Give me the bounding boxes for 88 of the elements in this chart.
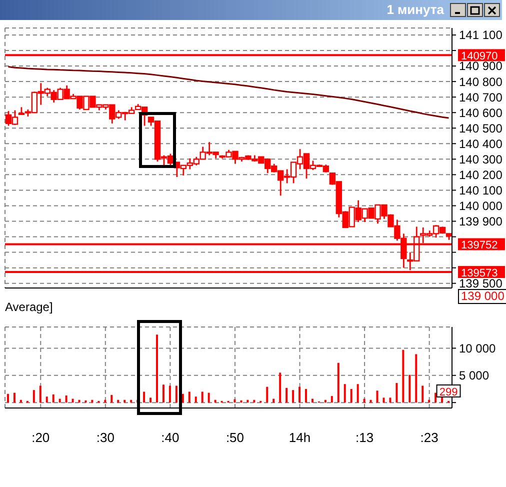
bar [246,400,249,403]
bar [396,382,398,403]
bar [344,384,346,403]
bar [350,388,352,403]
text: 139 000 [461,289,504,303]
bar [428,400,430,403]
bar [286,388,288,403]
ref-line-label: 139752 [461,240,498,252]
bar [240,400,242,403]
y-tick-label: 139 500 [459,276,503,291]
y-tick-label: 140 000 [459,198,503,213]
chart-title: 1 минута [386,2,444,17]
y-tick-label: 139 900 [459,214,503,228]
bar [272,398,275,403]
bar [389,398,392,403]
bar [376,390,378,403]
bar [143,392,146,403]
bar [330,396,333,403]
bar [162,384,164,403]
bar [208,392,210,403]
y-tick-label: 140 500 [459,121,503,136]
bar [279,372,282,403]
y-tick-label: 140 400 [459,136,503,151]
bar [20,400,22,403]
y-tick-label: 10 000 [459,341,496,356]
bar [422,386,424,403]
bar [298,386,301,403]
y-tick-label: 5 000 [459,368,490,383]
bar [182,394,184,403]
bar [402,350,404,403]
bar [370,400,372,403]
bar [156,334,158,403]
x-tick-label: :23 [420,430,438,445]
bar [58,398,61,403]
bar [110,394,113,403]
y-tick-label: 140 200 [459,168,503,182]
bar [434,392,437,403]
bar [124,400,126,403]
y-tick-label: 140 300 [459,152,503,166]
x-tick-label: :13 [356,430,374,445]
y-tick-label: 141 100 [459,28,503,42]
bar [324,400,326,403]
bar [13,392,16,403]
x-tick-label: :30 [96,430,114,445]
bar [104,400,106,403]
bar [194,396,197,403]
bar [415,354,418,403]
y-tick-label: 140 800 [459,74,503,89]
line-series [7,66,450,119]
bar [65,395,68,403]
x-tick-label: :20 [32,430,50,445]
bar [382,398,385,403]
bar [292,390,294,403]
bar [175,386,178,403]
bar [311,398,314,403]
bar [7,394,9,403]
bar [337,362,340,403]
bar [408,374,411,403]
bar [214,400,216,403]
bar [46,396,48,403]
x-tick-label: 14h [288,430,311,445]
bar [168,386,171,403]
y-tick-label: 140 600 [459,106,503,120]
bar [39,386,42,403]
bar [78,400,80,403]
bar [356,384,359,403]
bar [305,388,307,403]
data-label: 299 [439,386,458,398]
bar [72,398,74,403]
bar [150,398,152,403]
bar [363,398,366,403]
bar [201,392,204,403]
bar [84,400,87,403]
bar [188,392,190,403]
ref-line-label: 139573 [461,267,498,280]
bar [117,400,120,403]
bar [234,399,236,403]
x-tick-label: :40 [161,430,180,445]
text: Average] [5,300,53,314]
bar [32,390,35,403]
x-tick-label: :50 [226,430,244,445]
bar [130,400,132,403]
bar [253,400,256,403]
bar [266,386,268,403]
y-tick-label: 140 700 [459,90,503,104]
bar [52,394,54,403]
bar [91,400,94,403]
y-tick-label: 140 100 [459,183,503,198]
